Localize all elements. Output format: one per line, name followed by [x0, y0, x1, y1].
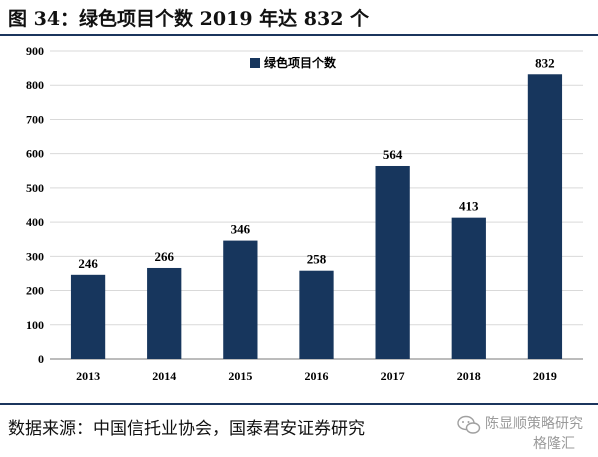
data-labels: 246 266 346 258 564 413 832	[78, 55, 554, 271]
data-label: 346	[231, 222, 251, 237]
bars	[70, 74, 563, 359]
y-tick-label: 900	[26, 44, 44, 58]
legend-swatch	[250, 58, 260, 68]
data-label: 564	[383, 147, 403, 162]
watermark-brand: 格隆汇	[533, 436, 575, 452]
x-axis-ticks: 2013 2014 2015 2016 2017 2018 2019	[76, 369, 557, 383]
bar	[147, 267, 182, 359]
gridlines	[50, 50, 583, 360]
y-tick-label: 300	[26, 249, 44, 263]
y-tick-label: 700	[26, 112, 44, 126]
y-tick-label: 100	[26, 318, 44, 332]
y-tick-label: 200	[26, 284, 44, 298]
x-tick-label: 2017	[381, 369, 405, 383]
x-tick-label: 2019	[533, 369, 557, 383]
y-axis-ticks: 0 100 200 300 400 500 600 700 800 900	[26, 44, 44, 366]
x-tick-label: 2013	[76, 369, 100, 383]
data-source: 数据来源：中国信托业协会，国泰君安证券研究	[8, 419, 365, 439]
bar	[223, 240, 258, 359]
figure-footer: 数据来源：中国信托业协会，国泰君安证券研究 陈显顺策略研究 格隆汇	[0, 403, 598, 457]
data-label: 246	[78, 256, 98, 271]
data-label: 258	[307, 252, 327, 267]
bar	[375, 165, 410, 359]
y-tick-label: 500	[26, 181, 44, 195]
bar	[527, 74, 563, 359]
data-label: 413	[459, 199, 479, 214]
figure-title: 图 34：绿色项目个数 2019 年达 832 个	[8, 8, 370, 30]
y-tick-label: 0	[38, 352, 44, 366]
data-label: 266	[154, 249, 174, 264]
wechat-icon	[457, 415, 481, 434]
legend-label: 绿色项目个数	[264, 55, 337, 70]
data-label: 832	[535, 55, 555, 70]
y-tick-label: 800	[26, 78, 44, 92]
x-tick-label: 2016	[305, 369, 329, 383]
watermark-account: 陈显顺策略研究	[485, 416, 583, 432]
bar	[299, 270, 334, 359]
legend: 绿色项目个数	[250, 55, 337, 70]
figure-header: 图 34：绿色项目个数 2019 年达 832 个	[0, 0, 598, 36]
watermark: 陈显顺策略研究 格隆汇	[457, 413, 595, 453]
bar-chart: 0 100 200 300 400 500 600 700 800 900 246 266 346 25…	[26, 44, 583, 383]
y-tick-label: 400	[26, 215, 44, 229]
bar	[70, 274, 106, 359]
x-tick-label: 2015	[228, 369, 252, 383]
bar	[451, 217, 486, 359]
x-tick-label: 2014	[152, 369, 176, 383]
x-tick-label: 2018	[457, 369, 481, 383]
y-tick-label: 600	[26, 147, 44, 161]
